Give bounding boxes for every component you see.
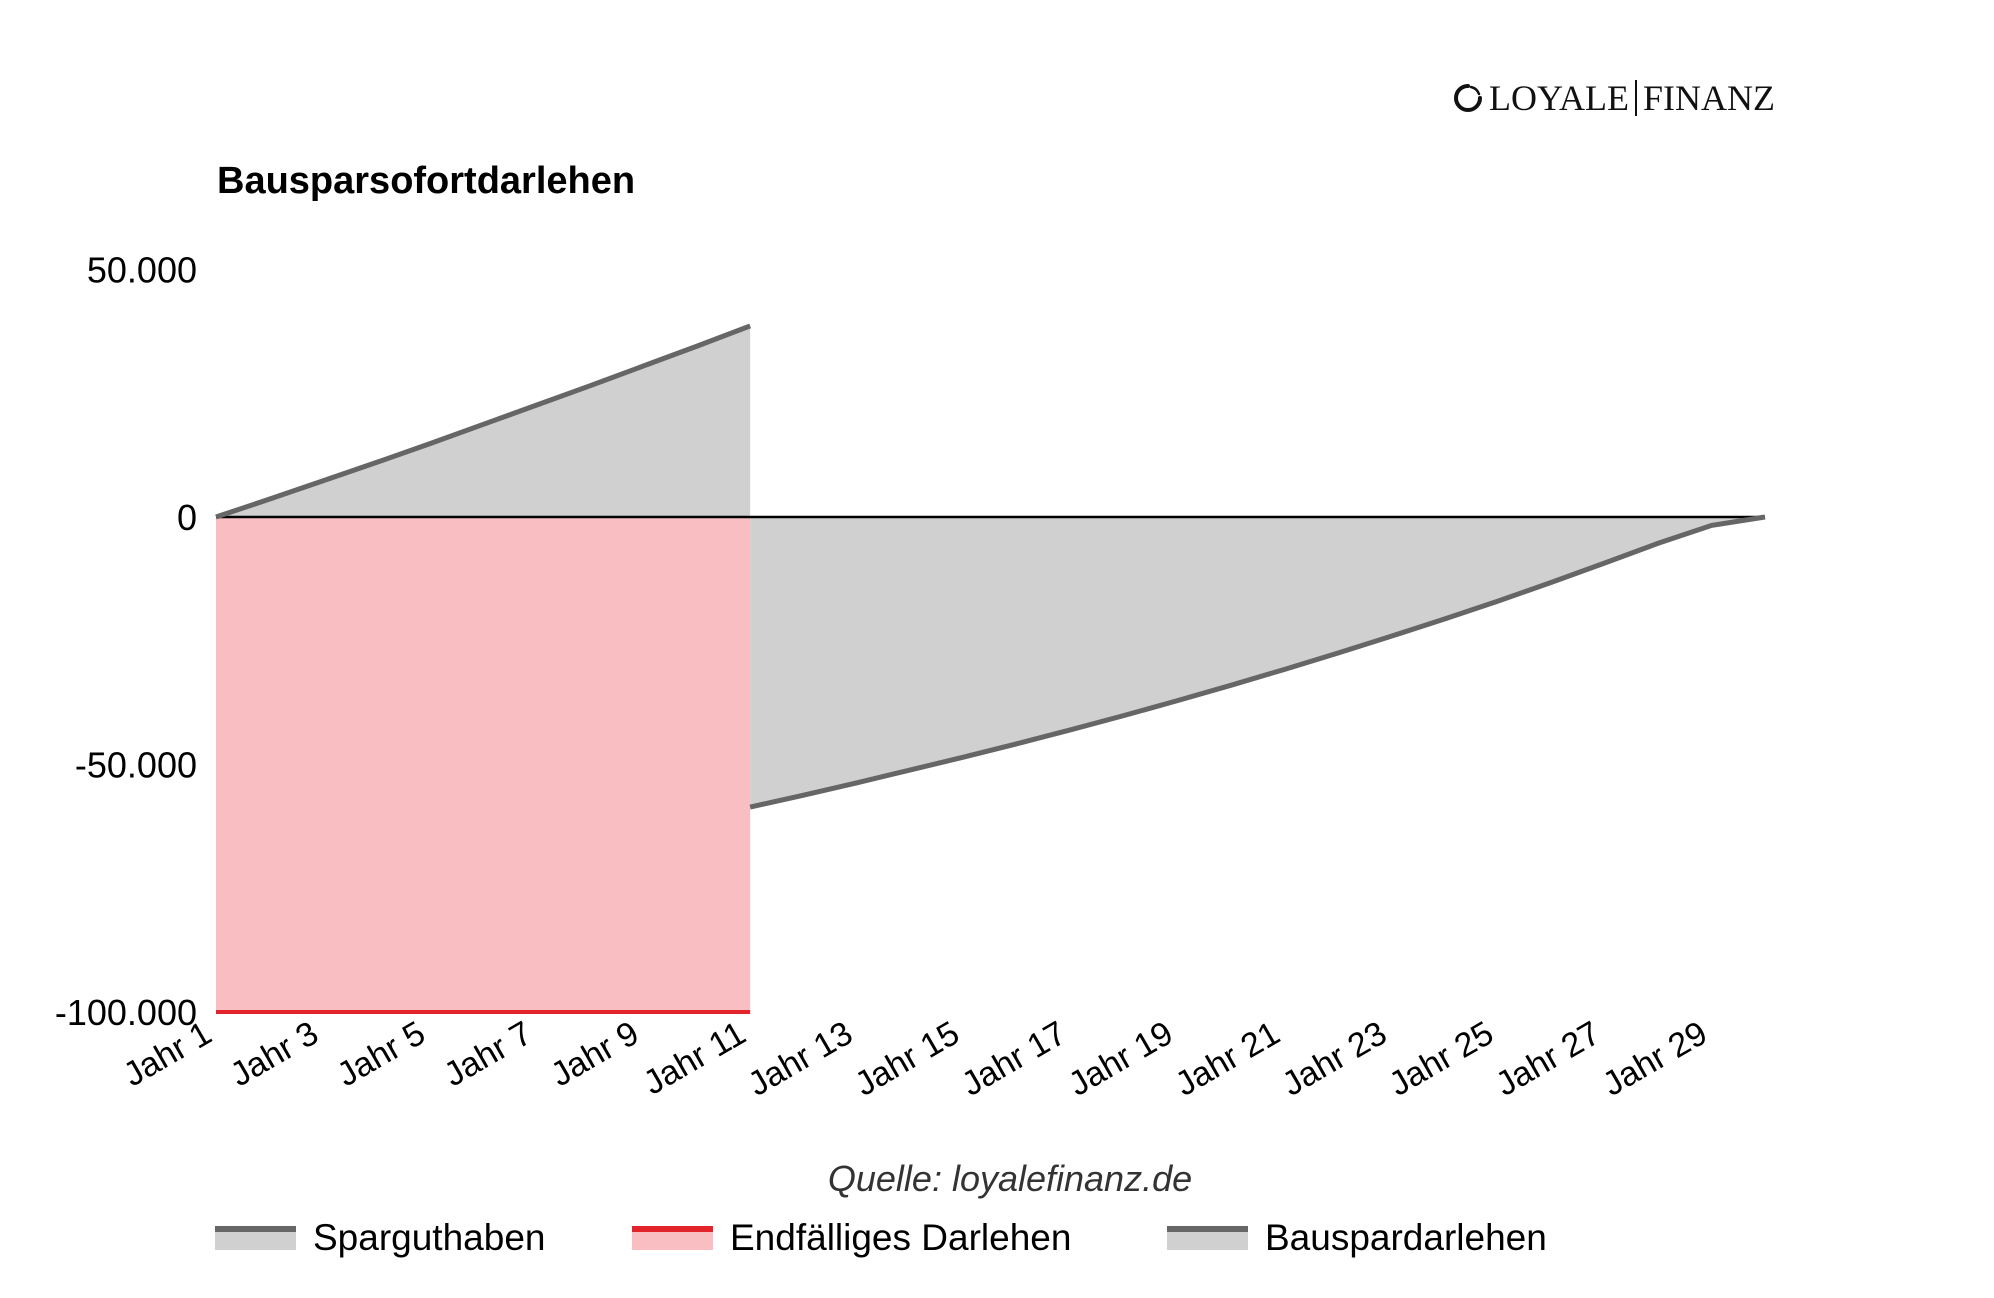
legend-item-bauspardarlehen: Bauspardarlehen	[1167, 1217, 1547, 1258]
legend-swatch-sparguthaben	[215, 1226, 296, 1250]
savings-line	[215, 323, 752, 520]
x-tick-label: Jahr 13	[742, 1014, 859, 1104]
logo-separator	[1634, 80, 1637, 116]
y-tick-label: 50.000	[87, 250, 197, 291]
brand-logo: LOYALE FINANZ	[1453, 78, 1775, 118]
x-tick-label: Jahr 5	[331, 1014, 432, 1094]
y-tick-label: 0	[177, 497, 197, 538]
logo-text-left: LOYALE	[1489, 78, 1629, 118]
x-tick-label: Jahr 9	[544, 1014, 645, 1094]
x-tick-label: Jahr 19	[1062, 1014, 1179, 1104]
x-tick-label: Jahr 23	[1276, 1014, 1393, 1104]
x-tick-label: Jahr 29	[1596, 1014, 1713, 1104]
x-tick-label: Jahr 7	[438, 1014, 539, 1094]
chart-title: Bausparsofortdarlehen	[217, 160, 636, 202]
legend-item-sparguthaben: Sparguthaben	[215, 1217, 546, 1258]
x-tick-label: Jahr 27	[1490, 1014, 1607, 1104]
legend-swatch-bauspardarlehen	[1167, 1226, 1248, 1250]
legend-swatch-endfaelliges-darlehen	[632, 1226, 713, 1250]
bauspar-loan-area	[750, 517, 1765, 808]
savings-area	[216, 325, 751, 517]
logo-text-right: FINANZ	[1642, 78, 1775, 118]
x-tick-label: Jahr 17	[955, 1014, 1072, 1104]
y-tick-label: -100.000	[55, 992, 197, 1033]
x-tick-label: Jahr 15	[849, 1014, 966, 1104]
legend-label: Bauspardarlehen	[1265, 1217, 1547, 1258]
x-tick-label: Jahr 3	[224, 1014, 325, 1094]
legend-label: Sparguthaben	[313, 1217, 546, 1258]
source-caption: Quelle: loyalefinanz.de	[827, 1158, 1193, 1199]
x-tick-label: Jahr 21	[1169, 1014, 1286, 1104]
legend-label: Endfälliges Darlehen	[730, 1217, 1072, 1258]
bauspar-loan-line	[749, 514, 1766, 810]
x-tick-label: Jahr 11	[637, 1014, 752, 1102]
logo-ring-icon	[1454, 84, 1482, 112]
x-tick-label: Jahr 25	[1383, 1014, 1500, 1104]
bullet-loan-area	[216, 517, 751, 1012]
legend-item-endfaelliges-darlehen: Endfälliges Darlehen	[632, 1217, 1072, 1258]
y-tick-label: -50.000	[75, 745, 197, 786]
